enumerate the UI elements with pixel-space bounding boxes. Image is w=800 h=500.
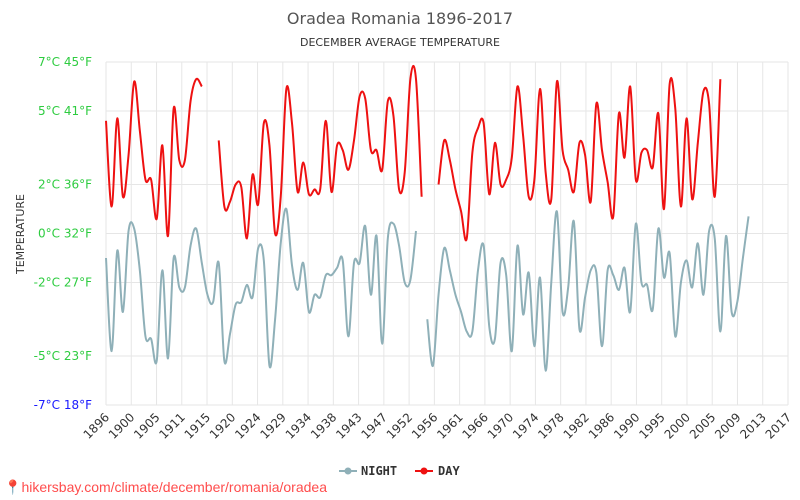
legend-label-day: DAY	[438, 464, 460, 478]
x-tick-label: 1990	[611, 410, 642, 441]
source-link[interactable]: 📍hikersbay.com/climate/december/romania/…	[4, 479, 327, 496]
x-tick-label: 1943	[333, 410, 364, 441]
x-tick-label: 1934	[283, 410, 314, 441]
series-day-line	[105, 64, 722, 242]
series-segment	[217, 64, 423, 240]
location-pin-icon: 📍	[4, 479, 22, 495]
series-segment	[437, 76, 722, 242]
series-segment	[105, 207, 417, 369]
x-tick-label: 1915	[182, 410, 213, 441]
y-tick-label: 0°C 32°F	[38, 227, 92, 241]
x-tick-label: 1952	[384, 410, 415, 441]
x-tick-label: 2005	[687, 410, 718, 441]
x-tick-label: 1938	[308, 410, 339, 441]
x-tick-label: 1896	[81, 410, 112, 441]
series-night-line	[105, 207, 750, 372]
x-tick-label: 1956	[409, 410, 440, 441]
x-tick-label: 2013	[737, 410, 768, 441]
x-tick-label: 1947	[358, 410, 389, 441]
source-url: hikersbay.com/climate/december/romania/o…	[21, 479, 327, 495]
y-tick-label: -2°C 27°F	[34, 276, 92, 290]
y-tick-label: 5°C 41°F	[38, 104, 92, 118]
y-axis-label: TEMPERATURE	[14, 194, 27, 275]
x-tick-label: 1924	[232, 410, 263, 441]
x-tick-label: 1900	[106, 410, 137, 441]
legend-item-day[interactable]: DAY	[415, 464, 460, 478]
chart-title: Oradea Romania 1896-2017	[287, 9, 513, 28]
x-tick-label: 1978	[535, 410, 566, 441]
chart-subtitle: DECEMBER AVERAGE TEMPERATURE	[300, 36, 500, 49]
x-tick-label: 1929	[257, 410, 288, 441]
legend-item-night[interactable]: NIGHT	[339, 464, 397, 478]
y-tick-label: -7°C 18°F	[34, 398, 92, 412]
x-tick-label: 1911	[156, 410, 187, 441]
y-tick-label: -5°C 23°F	[34, 349, 92, 363]
x-tick-label: 1905	[131, 410, 162, 441]
legend-label-night: NIGHT	[361, 464, 397, 478]
x-tick-label: 1986	[586, 410, 617, 441]
x-tick-label: 1961	[434, 410, 465, 441]
x-tick-label: 1966	[460, 410, 491, 441]
series-segment	[105, 77, 203, 237]
x-tick-label: 1974	[510, 410, 541, 441]
y-tick-label: 2°C 36°F	[38, 178, 92, 192]
x-tick-label: 1982	[561, 410, 592, 441]
x-tick-label: 1995	[636, 410, 667, 441]
y-tick-label: 7°C 45°F	[38, 55, 92, 69]
x-tick-label: 2000	[662, 410, 693, 441]
x-tick-label: 2009	[712, 410, 743, 441]
series-segment	[426, 210, 750, 372]
x-tick-label: 2017	[763, 410, 794, 441]
legend: NIGHT DAY	[339, 464, 460, 478]
x-tick-label: 1920	[207, 410, 238, 441]
x-tick-label: 1970	[485, 410, 516, 441]
